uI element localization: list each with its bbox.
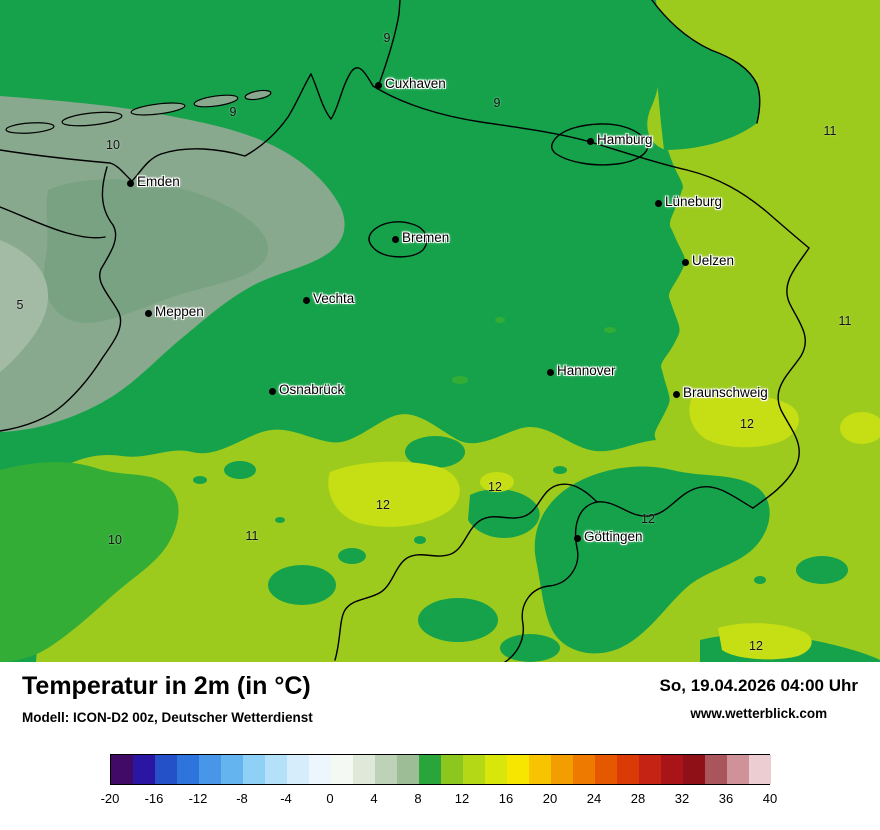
elbe-river xyxy=(372,85,810,249)
jade-bay xyxy=(310,67,374,120)
legend-tick-label: 36 xyxy=(718,791,734,806)
sage-light-strip xyxy=(0,240,49,372)
legend-tick-label: 20 xyxy=(542,791,558,806)
legend-tick-label: 24 xyxy=(586,791,602,806)
map-svg xyxy=(0,0,880,662)
nl-de-border xyxy=(0,166,122,432)
legend-segment xyxy=(155,755,177,784)
elbe-mouth xyxy=(378,0,401,85)
legend-segment xyxy=(199,755,221,784)
border-top-right xyxy=(651,0,761,124)
south-state-border-b xyxy=(334,483,598,661)
hamburg-state-border xyxy=(550,123,649,166)
legend-bar xyxy=(110,754,771,785)
legend-segment xyxy=(419,755,441,784)
wadden-islands xyxy=(5,89,272,134)
legend-segment xyxy=(661,755,683,784)
legend-tick-label: 4 xyxy=(370,791,378,806)
model-info: Modell: ICON-D2 00z, Deutscher Wetterdie… xyxy=(22,710,313,725)
legend-segment xyxy=(485,755,507,784)
legend-tick-label: 12 xyxy=(454,791,470,806)
legend-segment xyxy=(111,755,133,784)
legend-tick-label: 40 xyxy=(762,791,778,806)
legend-ticks: -20 -16 -12 -8 -4 0 4 8 12 16 20 24 28 32 36 40 xyxy=(101,791,778,811)
dollart-border xyxy=(0,206,106,239)
temperature-legend: -20 -16 -12 -8 -4 0 4 8 12 16 20 24 28 32 36 40 xyxy=(101,754,778,811)
legend-segment xyxy=(617,755,639,784)
legend-segment xyxy=(133,755,155,784)
date-block: So, 19.04.2026 04:00 Uhr www.wetterblick… xyxy=(660,676,858,721)
legend-segment xyxy=(727,755,749,784)
valid-datetime: So, 19.04.2026 04:00 Uhr xyxy=(659,676,858,695)
legend-segment xyxy=(507,755,529,784)
legend-segment xyxy=(243,755,265,784)
bremen-state-border xyxy=(368,221,428,258)
legend-segment xyxy=(177,755,199,784)
legend-segment xyxy=(331,755,353,784)
legend-tick-label: -20 xyxy=(100,791,120,806)
legend-segment xyxy=(595,755,617,784)
legend-segment xyxy=(705,755,727,784)
legend-segment xyxy=(375,755,397,784)
legend-segment xyxy=(749,755,771,784)
legend-tick-label: 16 xyxy=(498,791,514,806)
legend-segment xyxy=(221,755,243,784)
southwest-green-region xyxy=(0,462,179,662)
legend-tick-label: -4 xyxy=(280,791,292,806)
legend-segment xyxy=(441,755,463,784)
legend-tick-label: 28 xyxy=(630,791,646,806)
north-green-wedge xyxy=(652,0,760,150)
legend-segment xyxy=(529,755,551,784)
legend-segment xyxy=(463,755,485,784)
temperature-map: 9 9 9 10 5 11 11 12 12 12 11 10 12 12 Cuxhaven Hamburg… xyxy=(0,0,880,662)
border-lines xyxy=(0,0,810,662)
legend-segment xyxy=(683,755,705,784)
green-speckles xyxy=(452,317,616,384)
legend-segment xyxy=(551,755,573,784)
yellow-patches xyxy=(328,393,880,660)
legend-segment xyxy=(309,755,331,784)
legend-tick-label: 8 xyxy=(414,791,422,806)
legend-segment xyxy=(573,755,595,784)
legend-tick-label: 0 xyxy=(326,791,334,806)
legend-tick-label: 32 xyxy=(674,791,690,806)
legend-tick-label: -12 xyxy=(188,791,208,806)
sage-dark-core xyxy=(43,179,269,323)
map-title: Temperatur in 2m (in °C) xyxy=(22,672,311,700)
legend-segment xyxy=(397,755,419,784)
south-state-border-a xyxy=(504,486,754,662)
info-panel: Temperatur in 2m (in °C) Modell: ICON-D2… xyxy=(0,662,880,830)
coastline-west xyxy=(0,73,312,182)
legend-tick-label: -16 xyxy=(144,791,164,806)
legend-segment xyxy=(287,755,309,784)
legend-segment xyxy=(639,755,661,784)
website-label: www.wetterblick.com xyxy=(690,706,828,721)
legend-segment xyxy=(265,755,287,784)
east-state-border xyxy=(752,247,810,509)
legend-segment xyxy=(353,755,375,784)
legend-tick-label: -8 xyxy=(236,791,248,806)
